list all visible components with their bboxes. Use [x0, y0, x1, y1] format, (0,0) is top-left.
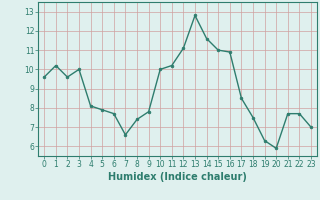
- X-axis label: Humidex (Indice chaleur): Humidex (Indice chaleur): [108, 172, 247, 182]
